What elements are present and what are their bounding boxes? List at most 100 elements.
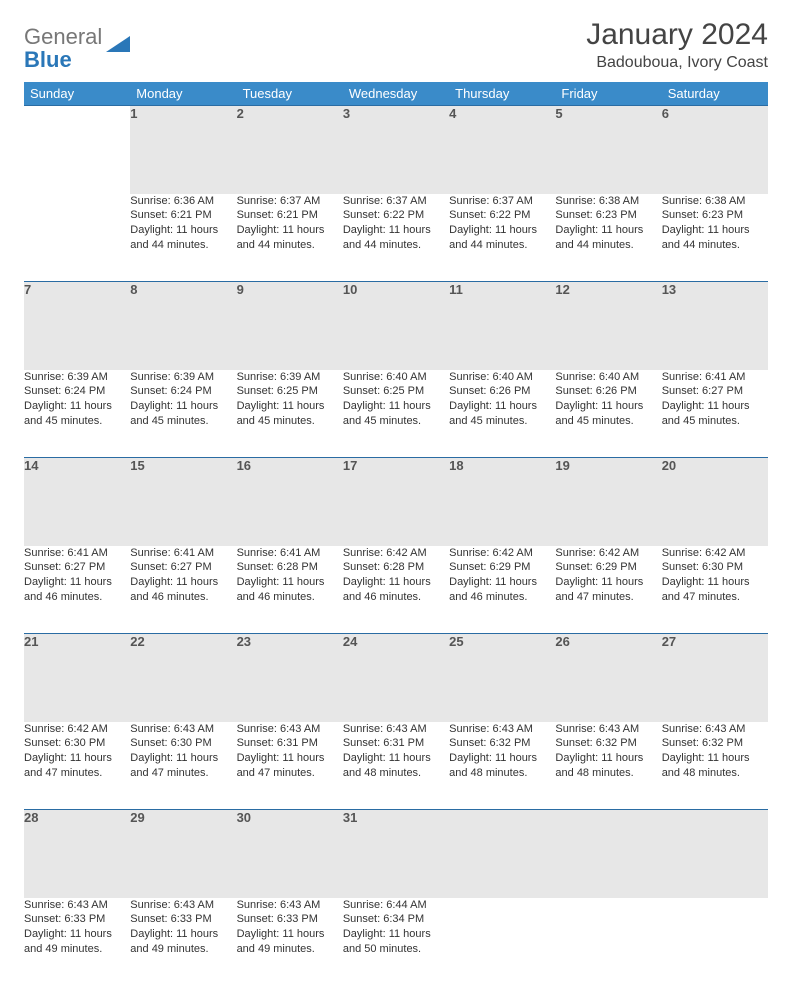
day-number-cell: 13	[662, 282, 768, 370]
sunrise-line: Sunrise: 6:42 AM	[662, 546, 768, 561]
day-number-cell: 4	[449, 106, 555, 194]
day-body-cell: Sunrise: 6:38 AMSunset: 6:23 PMDaylight:…	[662, 194, 768, 282]
day-body-cell: Sunrise: 6:39 AMSunset: 6:25 PMDaylight:…	[237, 370, 343, 458]
logo-triangle-icon	[106, 34, 132, 59]
sunrise-line: Sunrise: 6:39 AM	[130, 370, 236, 385]
day-number-cell: 3	[343, 106, 449, 194]
weekday-header: Sunday	[24, 82, 130, 106]
day-number-cell: 20	[662, 458, 768, 546]
daylight-line: Daylight: 11 hours and 47 minutes.	[662, 575, 768, 605]
sunrise-line: Sunrise: 6:41 AM	[662, 370, 768, 385]
day-number-row: 28293031	[24, 810, 768, 898]
sunset-line: Sunset: 6:32 PM	[555, 736, 661, 751]
sunrise-line: Sunrise: 6:43 AM	[662, 722, 768, 737]
daylight-line: Daylight: 11 hours and 49 minutes.	[24, 927, 130, 957]
day-number-cell	[24, 106, 130, 194]
location: Badouboua, Ivory Coast	[586, 54, 768, 72]
day-body-cell: Sunrise: 6:40 AMSunset: 6:26 PMDaylight:…	[449, 370, 555, 458]
day-number-cell: 12	[555, 282, 661, 370]
sunset-line: Sunset: 6:26 PM	[449, 384, 555, 399]
day-body-cell: Sunrise: 6:42 AMSunset: 6:30 PMDaylight:…	[662, 546, 768, 634]
sunrise-line: Sunrise: 6:42 AM	[449, 546, 555, 561]
daylight-line: Daylight: 11 hours and 45 minutes.	[555, 399, 661, 429]
sunrise-line: Sunrise: 6:43 AM	[343, 722, 449, 737]
sunset-line: Sunset: 6:22 PM	[449, 208, 555, 223]
day-body-cell: Sunrise: 6:36 AMSunset: 6:21 PMDaylight:…	[130, 194, 236, 282]
daylight-line: Daylight: 11 hours and 47 minutes.	[24, 751, 130, 781]
sunset-line: Sunset: 6:26 PM	[555, 384, 661, 399]
daylight-line: Daylight: 11 hours and 44 minutes.	[237, 223, 343, 253]
daylight-line: Daylight: 11 hours and 48 minutes.	[662, 751, 768, 781]
sunrise-line: Sunrise: 6:38 AM	[662, 194, 768, 209]
daylight-line: Daylight: 11 hours and 48 minutes.	[449, 751, 555, 781]
sunset-line: Sunset: 6:25 PM	[343, 384, 449, 399]
day-number-cell: 8	[130, 282, 236, 370]
sunset-line: Sunset: 6:29 PM	[449, 560, 555, 575]
daylight-line: Daylight: 11 hours and 44 minutes.	[130, 223, 236, 253]
day-body-cell: Sunrise: 6:41 AMSunset: 6:28 PMDaylight:…	[237, 546, 343, 634]
sunrise-line: Sunrise: 6:43 AM	[24, 898, 130, 913]
sunset-line: Sunset: 6:30 PM	[24, 736, 130, 751]
day-body-cell: Sunrise: 6:44 AMSunset: 6:34 PMDaylight:…	[343, 898, 449, 986]
sunset-line: Sunset: 6:28 PM	[237, 560, 343, 575]
sunrise-line: Sunrise: 6:39 AM	[24, 370, 130, 385]
day-number-cell: 19	[555, 458, 661, 546]
sunrise-line: Sunrise: 6:40 AM	[343, 370, 449, 385]
daylight-line: Daylight: 11 hours and 47 minutes.	[130, 751, 236, 781]
day-body-cell: Sunrise: 6:42 AMSunset: 6:28 PMDaylight:…	[343, 546, 449, 634]
sunset-line: Sunset: 6:33 PM	[130, 912, 236, 927]
daylight-line: Daylight: 11 hours and 47 minutes.	[237, 751, 343, 781]
sunrise-line: Sunrise: 6:42 AM	[24, 722, 130, 737]
daylight-line: Daylight: 11 hours and 45 minutes.	[130, 399, 236, 429]
logo-word2: Blue	[24, 50, 102, 70]
sunset-line: Sunset: 6:31 PM	[343, 736, 449, 751]
sunrise-line: Sunrise: 6:43 AM	[449, 722, 555, 737]
sunset-line: Sunset: 6:21 PM	[237, 208, 343, 223]
weekday-header: Friday	[555, 82, 661, 106]
day-body-cell: Sunrise: 6:37 AMSunset: 6:21 PMDaylight:…	[237, 194, 343, 282]
day-number-cell: 23	[237, 634, 343, 722]
daylight-line: Daylight: 11 hours and 45 minutes.	[662, 399, 768, 429]
day-body-cell: Sunrise: 6:43 AMSunset: 6:33 PMDaylight:…	[24, 898, 130, 986]
sunrise-line: Sunrise: 6:39 AM	[237, 370, 343, 385]
sunset-line: Sunset: 6:27 PM	[662, 384, 768, 399]
sunset-line: Sunset: 6:22 PM	[343, 208, 449, 223]
day-body-row: Sunrise: 6:43 AMSunset: 6:33 PMDaylight:…	[24, 898, 768, 986]
sunrise-line: Sunrise: 6:37 AM	[343, 194, 449, 209]
sunrise-line: Sunrise: 6:43 AM	[237, 898, 343, 913]
day-number-row: 21222324252627	[24, 634, 768, 722]
day-number-cell: 16	[237, 458, 343, 546]
sunset-line: Sunset: 6:21 PM	[130, 208, 236, 223]
day-body-cell: Sunrise: 6:43 AMSunset: 6:33 PMDaylight:…	[130, 898, 236, 986]
day-number-cell: 21	[24, 634, 130, 722]
day-number-cell: 2	[237, 106, 343, 194]
day-body-cell: Sunrise: 6:43 AMSunset: 6:32 PMDaylight:…	[449, 722, 555, 810]
sunset-line: Sunset: 6:32 PM	[449, 736, 555, 751]
day-number-cell: 30	[237, 810, 343, 898]
daylight-line: Daylight: 11 hours and 48 minutes.	[555, 751, 661, 781]
sunrise-line: Sunrise: 6:40 AM	[555, 370, 661, 385]
sunset-line: Sunset: 6:30 PM	[662, 560, 768, 575]
sunset-line: Sunset: 6:29 PM	[555, 560, 661, 575]
day-number-cell: 25	[449, 634, 555, 722]
sunrise-line: Sunrise: 6:38 AM	[555, 194, 661, 209]
day-body-cell: Sunrise: 6:43 AMSunset: 6:32 PMDaylight:…	[555, 722, 661, 810]
day-number-cell: 17	[343, 458, 449, 546]
sunrise-line: Sunrise: 6:41 AM	[237, 546, 343, 561]
sunset-line: Sunset: 6:24 PM	[130, 384, 236, 399]
day-body-row: Sunrise: 6:39 AMSunset: 6:24 PMDaylight:…	[24, 370, 768, 458]
sunrise-line: Sunrise: 6:42 AM	[343, 546, 449, 561]
daylight-line: Daylight: 11 hours and 44 minutes.	[449, 223, 555, 253]
day-body-cell: Sunrise: 6:42 AMSunset: 6:29 PMDaylight:…	[449, 546, 555, 634]
daylight-line: Daylight: 11 hours and 45 minutes.	[343, 399, 449, 429]
sunset-line: Sunset: 6:30 PM	[130, 736, 236, 751]
day-number-cell: 15	[130, 458, 236, 546]
day-body-cell: Sunrise: 6:37 AMSunset: 6:22 PMDaylight:…	[449, 194, 555, 282]
sunrise-line: Sunrise: 6:43 AM	[237, 722, 343, 737]
sunset-line: Sunset: 6:25 PM	[237, 384, 343, 399]
day-number-row: 123456	[24, 106, 768, 194]
daylight-line: Daylight: 11 hours and 48 minutes.	[343, 751, 449, 781]
day-body-cell: Sunrise: 6:42 AMSunset: 6:30 PMDaylight:…	[24, 722, 130, 810]
daylight-line: Daylight: 11 hours and 50 minutes.	[343, 927, 449, 957]
daylight-line: Daylight: 11 hours and 46 minutes.	[343, 575, 449, 605]
